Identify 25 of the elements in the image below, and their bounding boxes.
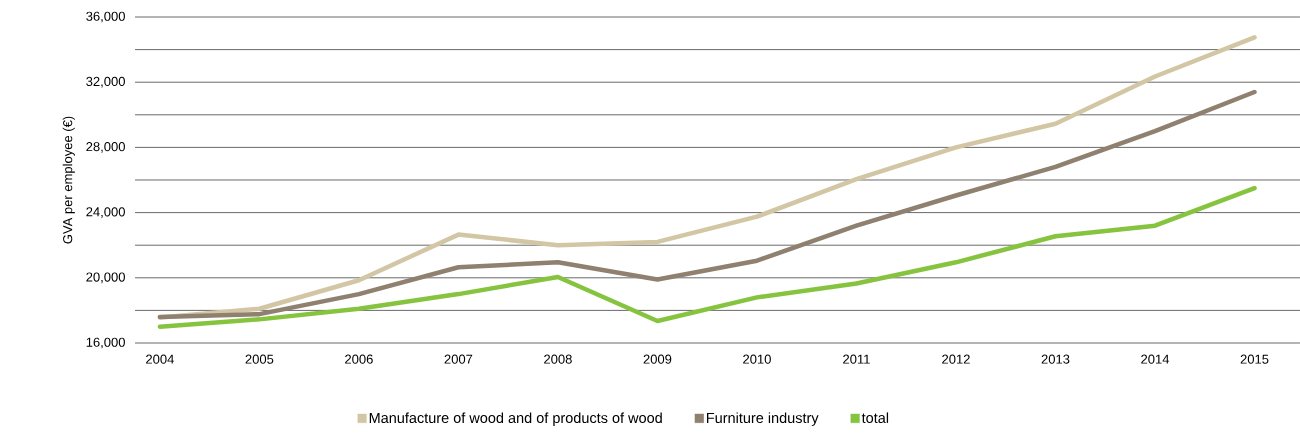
legend-label: Furniture industry: [706, 412, 819, 426]
x-tick-label: 2008: [544, 354, 572, 364]
x-tick-label: 2007: [444, 354, 473, 364]
x-tick-label: 2013: [1041, 354, 1070, 364]
x-tick-label: 2009: [643, 354, 672, 364]
x-tick-label: 2004: [146, 354, 174, 364]
x-tick-label: 2011: [843, 354, 870, 364]
y-tick-label: 20,000: [86, 272, 125, 284]
x-tick-label: 2005: [245, 354, 274, 364]
line-series: [157, 185, 1257, 329]
y-axis-title: GVA per employee (€): [62, 116, 75, 244]
y-tick-label: 36,000: [86, 11, 125, 23]
x-tick-label: 2006: [345, 354, 373, 364]
line-series: [157, 89, 1257, 320]
y-tick-label: 24,000: [86, 207, 125, 218]
x-tick-label: 2010: [743, 354, 771, 364]
y-tick-label: 28,000: [86, 142, 125, 153]
y-tick-label: 16,000: [86, 337, 125, 349]
x-tick-label: 2015: [1240, 354, 1269, 364]
x-tick-label: 2014: [1141, 354, 1170, 364]
x-tick-label: 2012: [942, 354, 970, 364]
line-series: [157, 35, 1257, 320]
legend-label: total: [861, 412, 889, 424]
legend-label: Manufacture of wood and of products of wood: [369, 412, 662, 426]
y-tick-label: 32,000: [86, 76, 125, 88]
